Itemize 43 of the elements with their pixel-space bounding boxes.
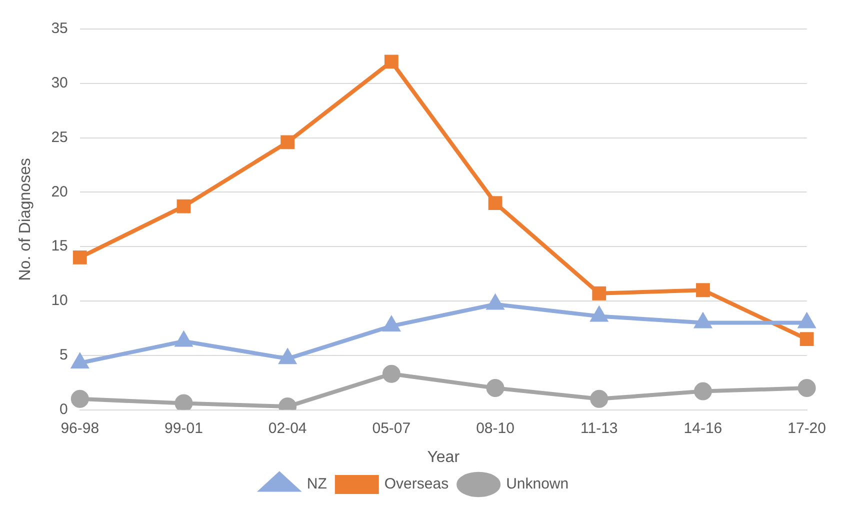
x-axis-title: Year [427,448,460,466]
legend-label: Unknown [506,476,569,493]
point [70,390,89,408]
legend-label: Overseas [384,476,449,493]
x-tick-label: 96-98 [60,420,100,437]
y-tick-label: 0 [60,400,68,418]
point [591,307,608,322]
point [694,314,712,328]
y-tick-label: 20 [51,183,68,200]
x-tick-label: 11-13 [580,420,618,437]
point [280,135,295,150]
point [280,350,296,364]
point [176,332,192,347]
point [383,317,400,332]
point [176,199,191,214]
y-tick-label: 5 [60,346,68,364]
point [590,390,608,408]
point [382,364,400,383]
x-tick-label: 17-20 [788,420,826,437]
y-axis-title: No. of Diagnoses [17,158,34,281]
point [696,283,710,298]
y-tick-label: 15 [51,238,68,255]
x-tick-label: 02-04 [268,420,307,437]
x-tick-label: 08-10 [476,420,514,437]
point [800,332,814,346]
x-tick-label: 05-07 [372,420,411,437]
x-tick-label: 99-01 [164,420,203,437]
point [486,379,504,398]
point [798,379,816,398]
point [487,295,504,310]
point [72,354,88,369]
point [798,314,815,328]
y-tick-label: 30 [51,74,68,92]
point [694,382,712,400]
x-tick-label: 14-16 [684,420,722,437]
point [592,286,606,300]
point [488,196,502,210]
y-tick-label: 10 [51,292,68,310]
y-tick-label: 35 [51,20,68,38]
legend-label: NZ [306,476,327,493]
y-tick-label: 25 [51,128,68,146]
point [384,54,398,69]
point [72,250,87,264]
